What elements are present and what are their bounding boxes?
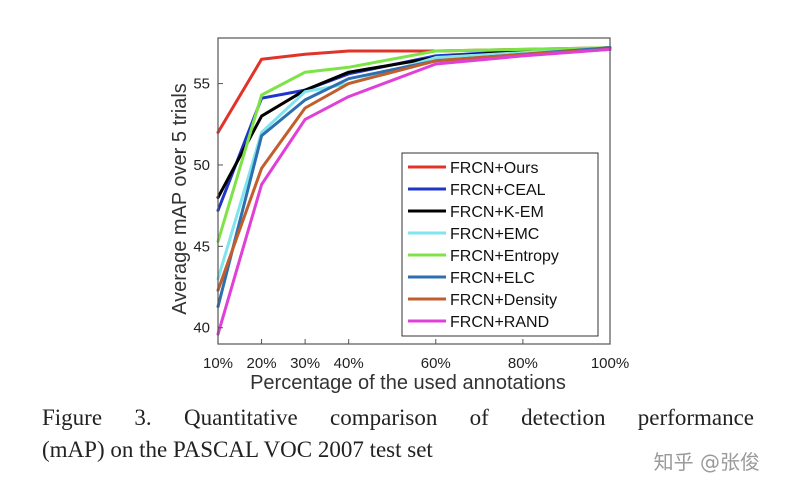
- caption-line-1: Figure 3. Quantitative comparison of det…: [42, 405, 754, 430]
- x-tick-label: 60%: [421, 355, 451, 372]
- x-tick-label: 10%: [203, 355, 233, 372]
- legend-label: FRCN+CEAL: [450, 182, 546, 199]
- line-chart: 10% 20% 30% 40% 60% 80% 100% 40 45 50 55 Percentag…: [169, 37, 629, 394]
- x-tick-label: 20%: [247, 355, 277, 372]
- watermark: 知乎 @张俊: [653, 450, 760, 474]
- legend-label: FRCN+Entropy: [450, 248, 559, 265]
- series-line-2: [216, 46, 612, 199]
- caption-line-2: (mAP) on the PASCAL VOC 2007 test set: [42, 437, 433, 462]
- series-line-4: [216, 46, 612, 243]
- x-tick-label: 40%: [334, 355, 364, 372]
- series-line-7: [216, 47, 612, 336]
- legend-box: [401, 152, 599, 337]
- legend-label: FRCN+Density: [450, 292, 557, 309]
- x-axis-label: Percentage of the used annotations: [250, 372, 566, 394]
- x-tick-label: 80%: [508, 355, 538, 372]
- legend-label: FRCN+Ours: [450, 160, 538, 177]
- legend: FRCN+Ours FRCN+CEAL FRCN+K-EM FRCN+EMC FRCN+…: [401, 152, 599, 337]
- y-tick-label: 40: [193, 320, 210, 337]
- legend-label: FRCN+K-EM: [450, 204, 544, 221]
- y-tick-label: 50: [193, 157, 210, 174]
- y-axis-label: Average mAP over 5 trials: [169, 83, 191, 315]
- y-tick-label: 55: [193, 76, 210, 93]
- legend-label: FRCN+ELC: [450, 270, 535, 287]
- figure-caption: Figure 3. Quantitative comparison of det…: [42, 402, 754, 466]
- legend-label: FRCN+RAND: [450, 314, 549, 331]
- y-tick-label: 45: [193, 238, 210, 255]
- x-tick-label: 100%: [591, 355, 629, 372]
- x-tick-label: 30%: [290, 355, 320, 372]
- series-line-6: [216, 47, 612, 292]
- plot-frame: [217, 37, 611, 345]
- legend-label: FRCN+EMC: [450, 226, 539, 243]
